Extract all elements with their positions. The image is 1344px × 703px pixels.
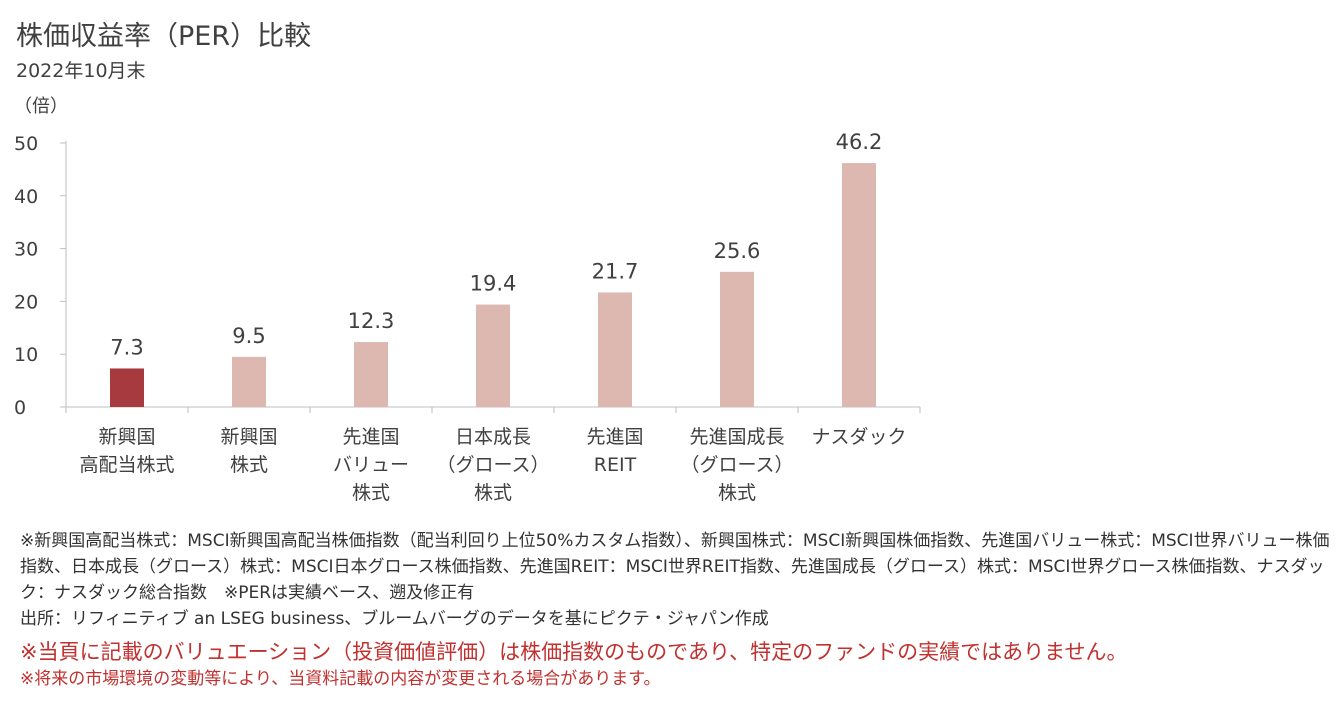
data-label: 7.3 [110,335,143,359]
bar [720,271,754,407]
category-label: 株式 [718,482,756,504]
category-label: 先進国 [342,426,399,448]
y-tick-label: 50 [14,133,38,155]
category-label: 日本成長 [455,426,531,448]
data-label: 21.7 [592,259,639,283]
category-label: 新興国 [98,426,155,448]
bar [598,292,632,407]
footnote-definitions: ※新興国高配当株式：MSCI新興国高配当株価指数（配当利回り上位50%カスタム指… [20,531,1330,603]
category-label: 株式 [230,454,268,476]
chart-date: 2022年10月末 [16,60,146,82]
data-label: 25.6 [714,239,761,263]
bar [476,304,510,407]
bar [232,356,266,407]
category-label: 株式 [474,482,512,504]
bars: 7.3 9.5 12.3 19.4 21.7 25.6 46.2 [110,130,882,407]
category-label: 先進国成長 [689,426,784,448]
chart-title: 株価収益率（PER）比較 [16,21,312,52]
category-label: （グロース） [680,454,793,476]
category-label: 新興国 [220,426,277,448]
y-tick-label: 20 [14,291,38,313]
y-tick-label: 0 [14,397,26,419]
footnotes: ※新興国高配当株式：MSCI新興国高配当株価指数（配当利回り上位50%カスタム指… [20,528,1338,632]
x-axis: 新興国高配当株式新興国株式先進国バリュー株式日本成長（グロース）株式先進国REI… [65,406,921,504]
category-label: REIT [594,454,637,476]
bar [354,342,388,407]
data-label: 46.2 [836,130,883,154]
y-tick-label: 10 [14,344,38,366]
category-label: 株式 [352,482,390,504]
bar [842,163,876,407]
y-axis: 0 10 20 30 40 50 [14,133,67,419]
category-label: 高配当株式 [79,454,174,476]
bar [110,368,144,407]
category-label: 先進国 [586,426,643,448]
category-label: バリュー [333,454,409,476]
data-label: 19.4 [470,272,517,296]
category-label: ナスダック [811,426,906,448]
y-tick-label: 40 [14,186,38,208]
valuation-warning: ※当頁に記載のバリュエーション（投資価値評価）は株価指数のものであり、特定のファ… [20,640,1128,664]
data-label: 9.5 [232,324,265,348]
y-tick-label: 30 [14,239,38,261]
category-label: （グロース） [436,454,549,476]
market-change-warning: ※将来の市場環境の変動等により、当資料記載の内容が変更される場合があります。 [20,669,661,689]
data-label: 12.3 [348,309,395,333]
footnote-source: 出所：リフィニティブ an LSEG business、ブルームバーグのデータを… [20,609,769,629]
y-axis-unit-label: （倍） [14,96,68,117]
